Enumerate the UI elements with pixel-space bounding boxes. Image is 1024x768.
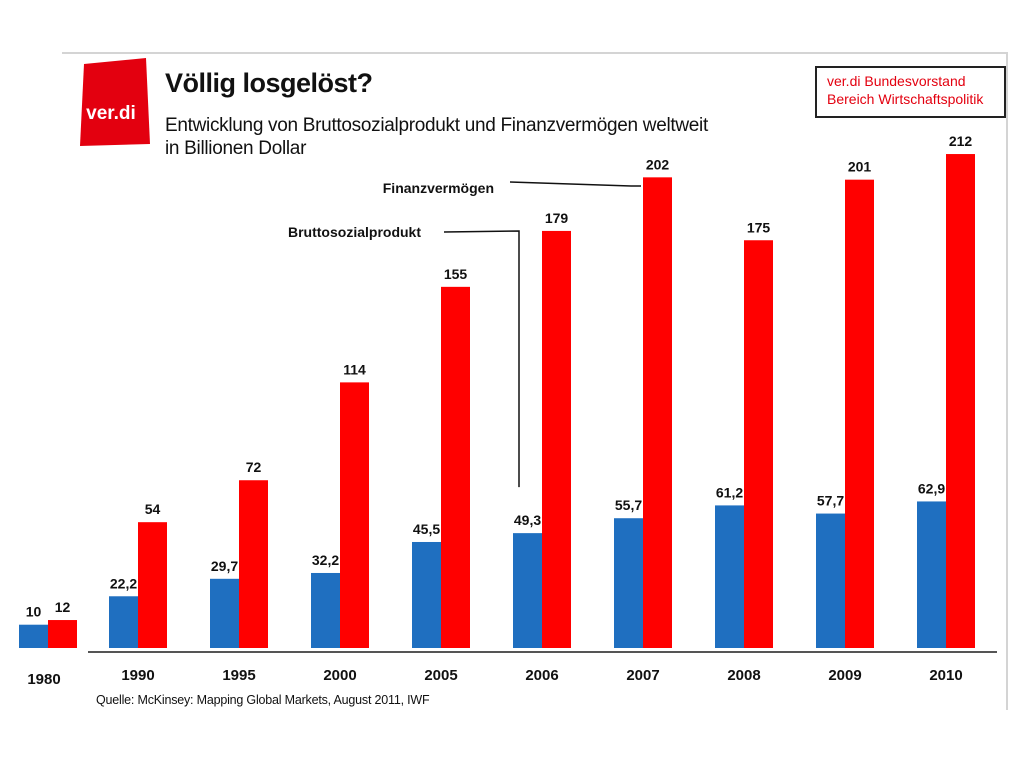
tick-label-2010: 2010 — [929, 667, 962, 684]
bar-finanzverm-gen-2006 — [542, 230, 571, 648]
annotation-label-bruttosozialprodukt: Bruttosozialprodukt — [288, 224, 421, 240]
verdi-logo: ver.di — [80, 58, 150, 146]
bar-bruttosozialprodukt-1980 — [19, 624, 48, 648]
data-label-finanzverm-gen-2008: 175 — [747, 219, 771, 235]
data-label-finanzverm-gen-1980: 12 — [55, 599, 71, 615]
bar-finanzverm-gen-1995 — [239, 480, 268, 648]
tick-label-2009: 2009 — [828, 667, 861, 684]
bar-finanzverm-gen-2007 — [643, 177, 672, 648]
tick-label-2005: 2005 — [424, 667, 457, 684]
data-label-bruttosozialprodukt-2005: 45,5 — [413, 521, 440, 537]
tick-label-1980: 1980 — [27, 671, 60, 688]
subtitle: Entwicklung von Bruttosozialprodukt und … — [165, 114, 805, 160]
bar-bruttosozialprodukt-2007 — [614, 518, 643, 648]
annotation-line-finanzverm-gen — [509, 181, 641, 187]
data-label-finanzverm-gen-1990: 54 — [145, 501, 161, 517]
data-label-bruttosozialprodukt-1995: 29,7 — [211, 558, 238, 574]
bar-finanzverm-gen-2005 — [441, 286, 470, 648]
bar-bruttosozialprodukt-2010 — [917, 501, 946, 648]
bar-finanzverm-gen-2000 — [340, 382, 369, 648]
data-label-bruttosozialprodukt-2010: 62,9 — [918, 480, 945, 496]
bar-finanzverm-gen-2010 — [946, 154, 975, 649]
bar-finanzverm-gen-2009 — [845, 179, 874, 649]
org-line-2: Bereich Wirtschaftspolitik — [827, 91, 984, 107]
tick-label-2008: 2008 — [727, 667, 760, 684]
data-label-bruttosozialprodukt-2009: 57,7 — [817, 493, 844, 509]
data-label-bruttosozialprodukt-2000: 32,2 — [312, 552, 339, 568]
tick-label-1990: 1990 — [121, 667, 154, 684]
data-label-bruttosozialprodukt-1980: 10 — [26, 604, 42, 620]
data-label-bruttosozialprodukt-1990: 22,2 — [110, 575, 137, 591]
data-label-finanzverm-gen-2000: 114 — [343, 361, 366, 377]
bar-bruttosozialprodukt-2005 — [412, 541, 441, 648]
slide-frame — [62, 52, 1008, 710]
tick-label-2000: 2000 — [323, 667, 356, 684]
source-note: Quelle: McKinsey: Mapping Global Markets… — [96, 693, 430, 707]
data-label-bruttosozialprodukt-2006: 49,3 — [514, 512, 541, 528]
bar-finanzverm-gen-2008 — [744, 240, 773, 648]
bar-chart: 10 22,2 29,7 32,2 45,5 49,3 55,7 61,2 57,7 62,9 12… — [19, 133, 997, 688]
subtitle-line-2: in Billionen Dollar — [165, 138, 307, 159]
bar-bruttosozialprodukt-2008 — [715, 505, 744, 648]
data-label-bruttosozialprodukt-2008: 61,2 — [716, 484, 743, 500]
org-line-1: ver.di Bundesvorstand — [827, 73, 966, 89]
subtitle-line-1: Entwicklung von Bruttosozialprodukt und … — [165, 115, 708, 136]
data-label-finanzverm-gen-2005: 155 — [444, 266, 468, 282]
data-label-finanzverm-gen-2007: 202 — [646, 156, 670, 172]
tick-label-1995: 1995 — [222, 667, 255, 684]
bar-finanzverm-gen-1990 — [138, 522, 167, 648]
data-label-finanzverm-gen-2010: 212 — [949, 133, 973, 149]
bar-bruttosozialprodukt-2000 — [311, 572, 340, 648]
data-label-finanzverm-gen-2006: 179 — [545, 210, 569, 226]
annotation-line-bruttosozialprodukt — [443, 230, 520, 488]
bar-bruttosozialprodukt-2009 — [816, 513, 845, 648]
bar-finanzverm-gen-1980 — [48, 620, 77, 648]
bar-bruttosozialprodukt-1995 — [210, 578, 239, 648]
bar-bruttosozialprodukt-2006 — [513, 533, 542, 648]
tick-label-2006: 2006 — [525, 667, 558, 684]
annotation-label-finanzverm-gen: Finanzvermögen — [383, 180, 494, 196]
tick-label-2007: 2007 — [626, 667, 659, 684]
data-label-finanzverm-gen-1995: 72 — [246, 459, 262, 475]
svg-text:ver.di: ver.di — [86, 103, 136, 124]
org-box: ver.di Bundesvorstand Bereich Wirtschaft… — [815, 66, 1006, 118]
bar-bruttosozialprodukt-1990 — [109, 596, 138, 648]
page-title: Völlig losgelöst? — [165, 68, 373, 98]
data-label-bruttosozialprodukt-2007: 55,7 — [615, 497, 642, 513]
data-label-finanzverm-gen-2009: 201 — [848, 159, 872, 175]
